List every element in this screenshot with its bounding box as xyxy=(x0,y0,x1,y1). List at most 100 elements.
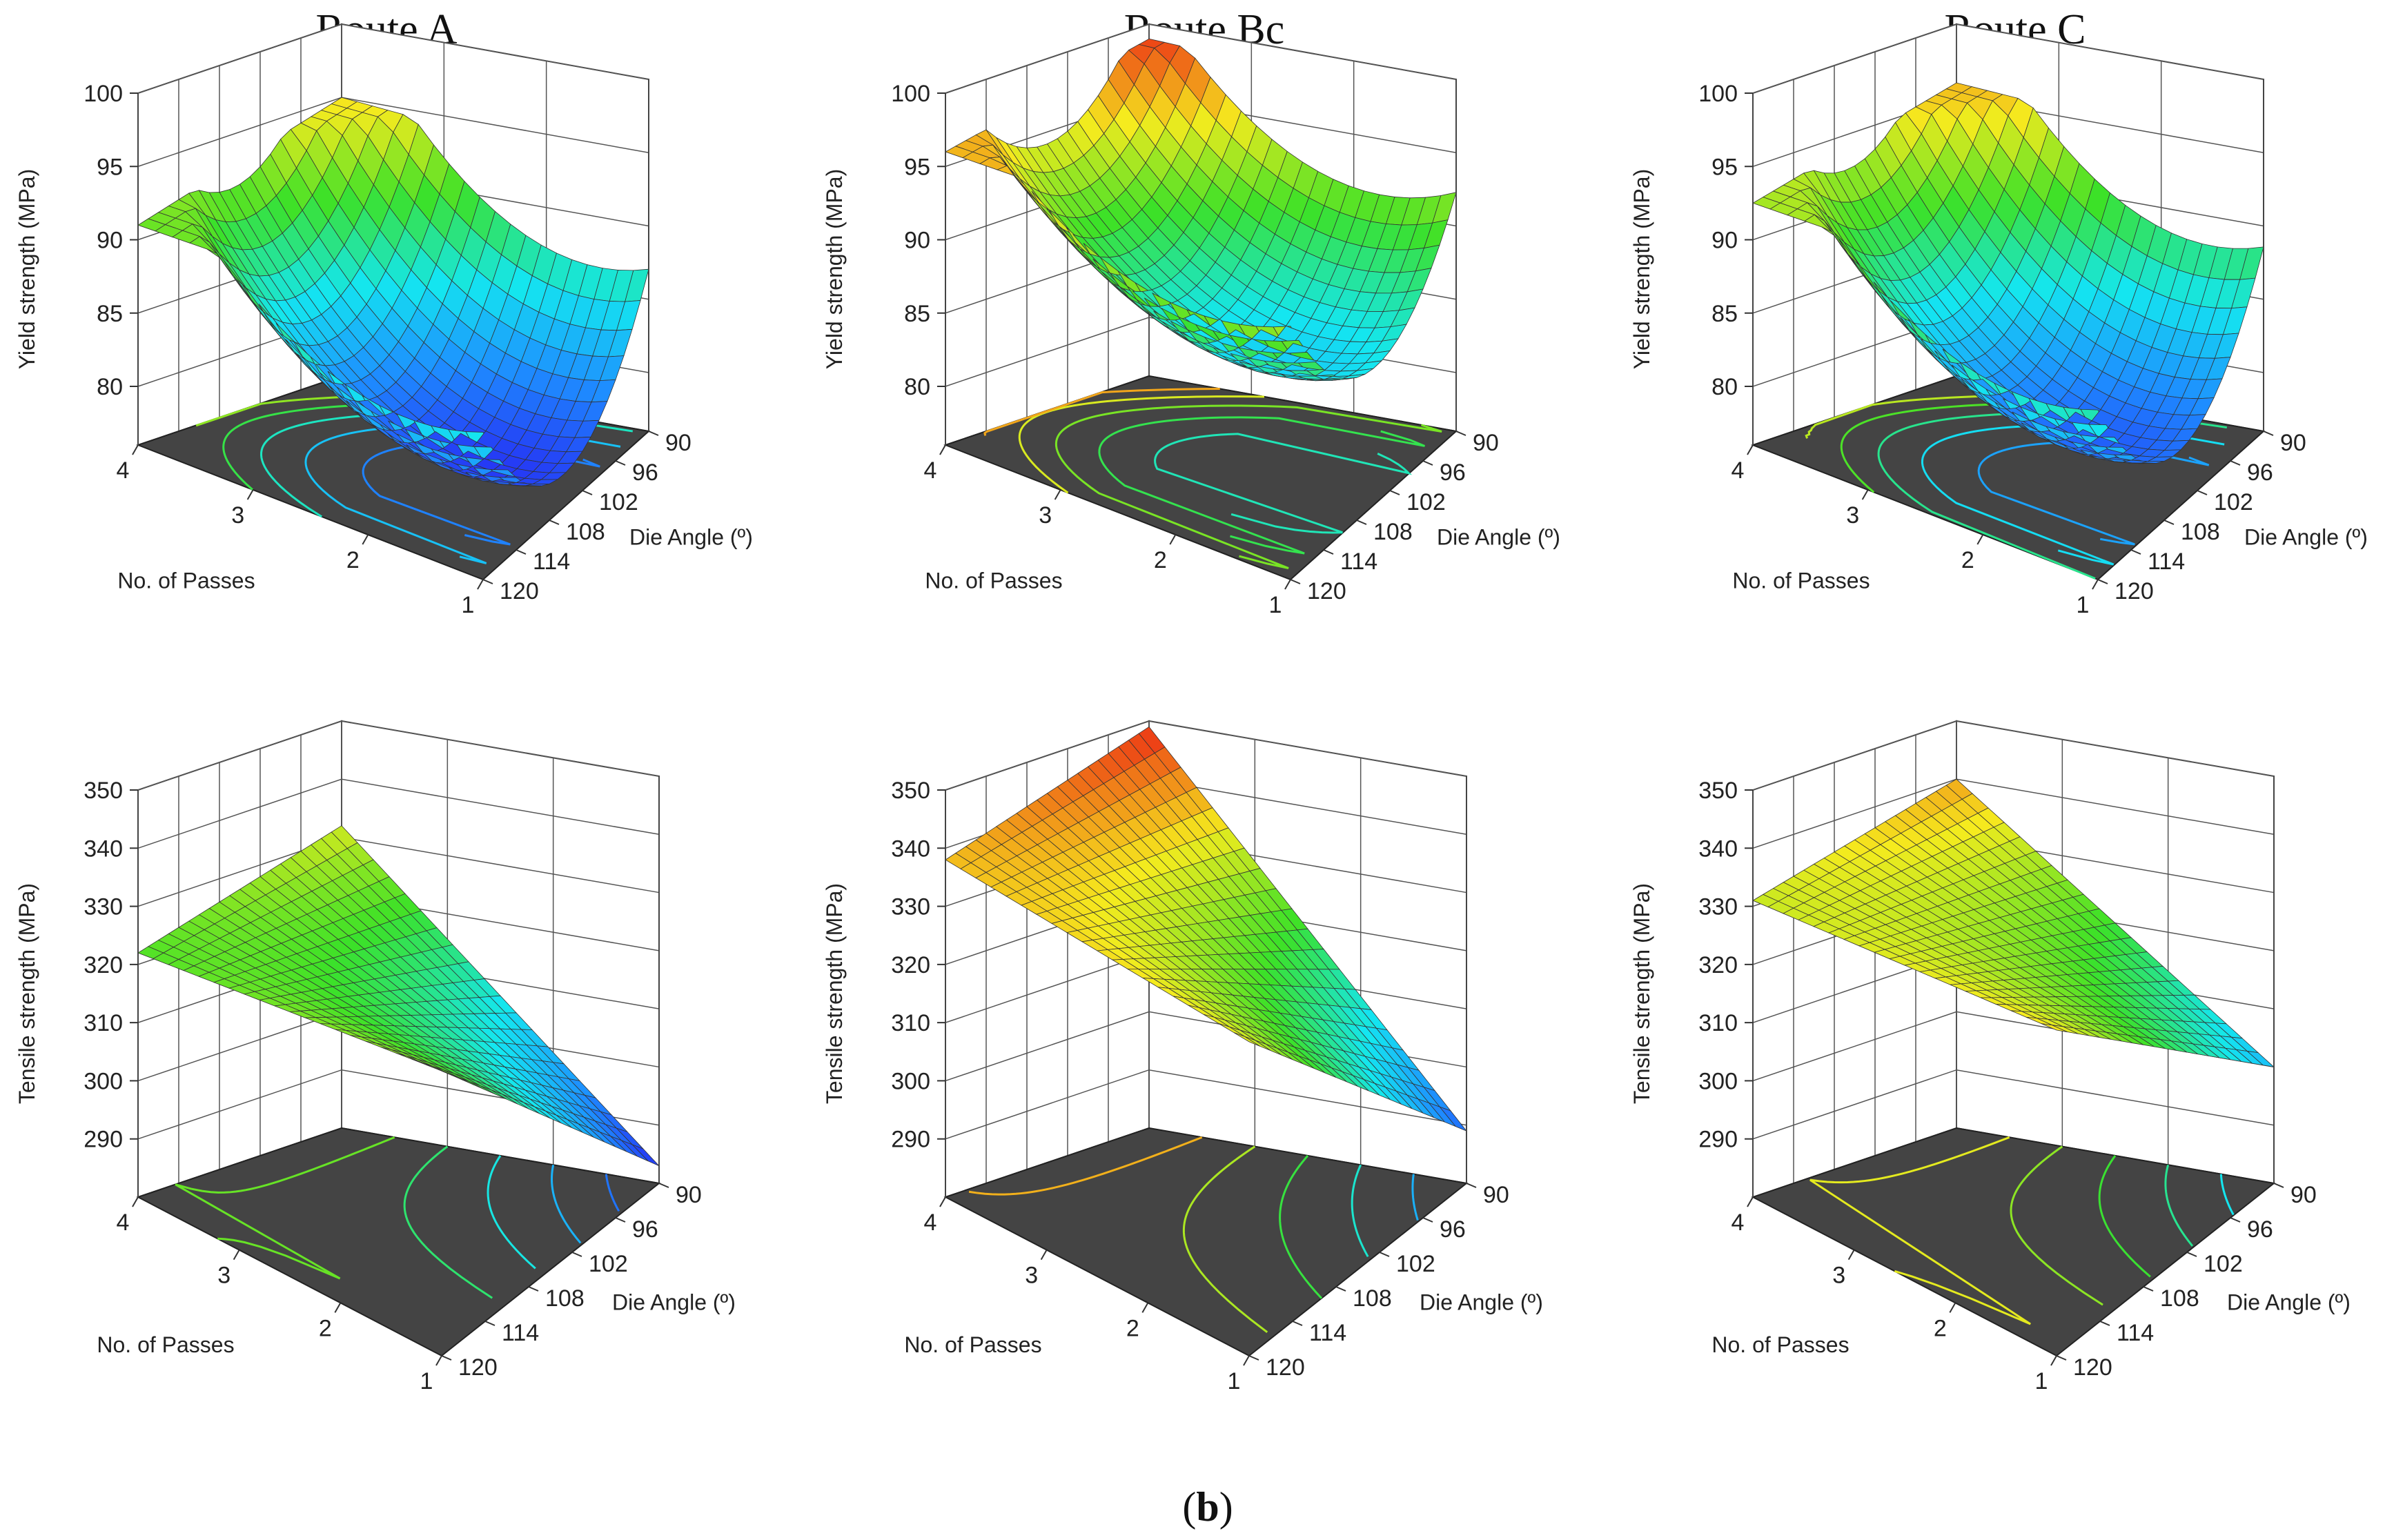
z-axis-label: Tensile strength (MPa) xyxy=(822,883,847,1104)
y-tick-label: 114 xyxy=(502,1320,539,1346)
y-tick xyxy=(2099,1321,2110,1326)
x-tick xyxy=(939,1196,946,1207)
y-tick-label: 114 xyxy=(2148,549,2185,575)
y-tick-label: 114 xyxy=(1309,1320,1346,1346)
floor-contour xyxy=(551,1165,582,1244)
z-axis-label: Yield strength (MPa) xyxy=(1629,169,1654,369)
y-tick-label: 90 xyxy=(665,430,691,456)
panel-label-b: (b) xyxy=(1182,1484,1233,1530)
y-tick xyxy=(2097,579,2108,584)
y-tick-label: 90 xyxy=(2290,1182,2317,1208)
x-tick-label: 4 xyxy=(1731,457,1745,484)
y-tick xyxy=(516,549,527,555)
z-tick-label: 340 xyxy=(84,836,123,862)
y-tick-label: 90 xyxy=(2280,430,2306,456)
z-tick-label: 310 xyxy=(1698,1010,1738,1036)
x-tick-label: 1 xyxy=(462,592,475,618)
x-tick-label: 4 xyxy=(117,457,130,484)
x-axis-label: No. of Passes xyxy=(925,569,1062,593)
x-tick xyxy=(477,579,484,590)
z-tick-label: 100 xyxy=(84,81,123,107)
y-axis-label: Die Angle (º) xyxy=(612,1290,736,1314)
x-tick xyxy=(1284,579,1291,590)
x-tick xyxy=(1747,444,1754,455)
y-axis-label: Die Angle (º) xyxy=(629,525,753,550)
z-axis-label: Yield strength (MPa) xyxy=(14,169,39,369)
x-tick xyxy=(1040,1250,1048,1261)
x-tick-label: 2 xyxy=(1154,547,1167,573)
x-tick-label: 1 xyxy=(1269,592,1282,618)
z-tick-label: 95 xyxy=(97,154,123,180)
y-tick xyxy=(482,579,493,584)
y-tick xyxy=(2197,490,2208,495)
surface-cell xyxy=(1315,379,1341,382)
z-axis-label: Tensile strength (MPa) xyxy=(14,883,39,1104)
z-tick-label: 90 xyxy=(904,228,930,254)
x-tick-label: 3 xyxy=(1025,1263,1038,1289)
floor-contour xyxy=(1411,1174,1419,1221)
x-tick xyxy=(1243,1355,1250,1366)
y-tick-label: 90 xyxy=(1483,1182,1509,1208)
floor-contour xyxy=(983,387,1220,436)
y-tick xyxy=(615,460,626,466)
x-axis-label: No. of Passes xyxy=(97,1332,234,1357)
z-tick-label: 330 xyxy=(1698,894,1738,920)
y-tick-label: 96 xyxy=(632,460,658,486)
z-tick-label: 330 xyxy=(84,894,123,920)
y-tick xyxy=(658,1183,669,1188)
floor-contour xyxy=(175,1136,395,1280)
x-tick-label: 4 xyxy=(924,1210,937,1236)
x-tick-label: 2 xyxy=(1934,1315,1947,1341)
z-tick-label: 350 xyxy=(84,778,123,804)
z-tick-label: 300 xyxy=(84,1068,123,1094)
x-tick xyxy=(1141,1302,1149,1313)
y-axis-label: Die Angle (º) xyxy=(2244,525,2368,550)
x-tick-label: 4 xyxy=(117,1210,130,1236)
y-tick xyxy=(615,1217,626,1223)
y-tick xyxy=(571,1252,582,1257)
x-axis-label: No. of Passes xyxy=(117,569,255,593)
y-tick xyxy=(1389,490,1400,495)
y-tick-label: 120 xyxy=(1266,1354,1305,1381)
x-tick-label: 3 xyxy=(1846,502,1859,529)
x-tick-label: 1 xyxy=(2077,592,2090,618)
z-tick-label: 310 xyxy=(84,1010,123,1036)
y-tick-label: 108 xyxy=(545,1285,585,1312)
y-tick-label: 120 xyxy=(2115,578,2154,604)
x-tick-label: 3 xyxy=(231,502,244,529)
y-tick-label: 108 xyxy=(566,519,605,545)
y-tick-label: 102 xyxy=(2214,489,2253,515)
surface-cell xyxy=(1439,1106,1468,1132)
y-tick xyxy=(2143,1286,2154,1292)
x-tick-label: 1 xyxy=(1228,1368,1241,1394)
floor-contour xyxy=(1054,404,1442,570)
y-tick xyxy=(1356,520,1367,525)
surface-cell xyxy=(2130,462,2157,464)
z-tick-label: 80 xyxy=(904,374,930,400)
x-axis-label: No. of Passes xyxy=(1711,1332,1849,1357)
y-tick xyxy=(1292,1321,1303,1326)
y-tick-label: 96 xyxy=(1440,460,1466,486)
y-tick xyxy=(1466,1183,1477,1188)
y-tick-label: 120 xyxy=(2073,1354,2112,1381)
y-tick-label: 96 xyxy=(2247,1216,2273,1243)
floor-contour xyxy=(2164,1164,2194,1247)
y-tick-label: 90 xyxy=(676,1182,702,1208)
z-tick-label: 330 xyxy=(891,894,930,920)
x-tick xyxy=(362,534,369,545)
y-tick xyxy=(2230,1217,2241,1223)
y-tick xyxy=(1422,460,1433,466)
x-tick xyxy=(1949,1302,1956,1313)
x-axis-label: No. of Passes xyxy=(904,1332,1041,1357)
z-tick-label: 100 xyxy=(891,81,930,107)
floor-contour xyxy=(2010,1145,2103,1306)
z-tick-label: 90 xyxy=(97,228,123,254)
y-axis-label: Die Angle (º) xyxy=(1420,1290,1543,1314)
x-tick-label: 2 xyxy=(346,547,360,573)
z-tick-label: 350 xyxy=(1698,778,1738,804)
y-tick-label: 114 xyxy=(1340,549,1377,575)
